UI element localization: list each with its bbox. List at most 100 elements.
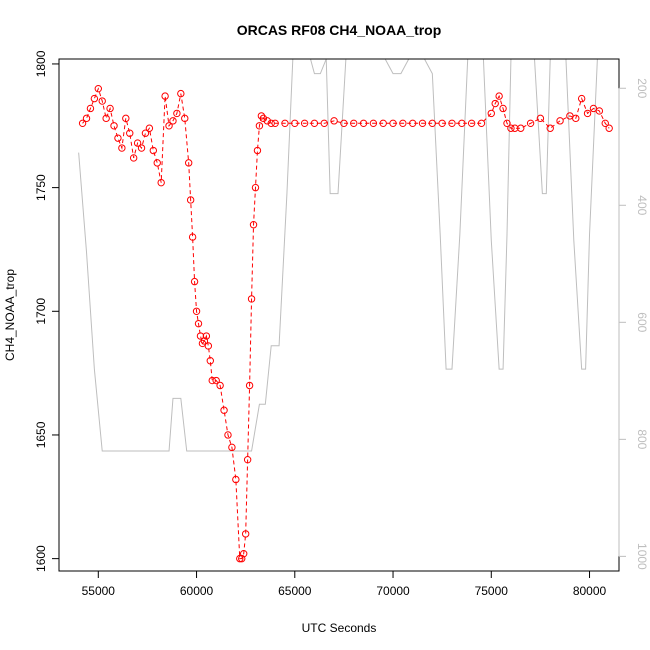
data-point — [281, 119, 289, 128]
data-point — [177, 89, 185, 98]
data-point — [200, 337, 209, 345]
data-point — [583, 109, 592, 118]
data-point — [173, 109, 181, 118]
data-point — [98, 97, 106, 105]
data-point — [253, 146, 262, 155]
data-point — [149, 146, 158, 155]
data-point — [212, 376, 220, 385]
data-point — [291, 119, 299, 128]
data-point — [153, 159, 161, 167]
data-point — [118, 144, 126, 152]
data-point — [487, 109, 495, 118]
data-point — [389, 119, 397, 128]
y-tick-label: 1600 — [34, 545, 48, 572]
data-point — [114, 134, 122, 142]
data-point — [202, 332, 211, 340]
data-point — [511, 124, 519, 132]
x-tick-label: 80000 — [573, 584, 607, 598]
data-point — [263, 117, 271, 125]
data-point — [300, 119, 309, 128]
data-point — [330, 117, 338, 125]
data-point — [257, 112, 266, 120]
data-point — [350, 119, 358, 128]
data-point — [129, 154, 138, 162]
data-point — [526, 119, 535, 128]
y2-tick-label: 200 — [635, 78, 649, 98]
x-tick-label: 55000 — [82, 584, 116, 598]
data-point — [503, 119, 511, 128]
data-point — [499, 104, 507, 113]
data-point — [90, 94, 99, 103]
data-point — [572, 114, 580, 123]
data-point — [399, 119, 407, 128]
y2-tick-label: 400 — [635, 195, 649, 215]
y-tick-label: 1700 — [34, 298, 48, 325]
data-point — [86, 104, 95, 113]
x-tick-label: 75000 — [475, 584, 509, 598]
data-point — [206, 357, 214, 365]
data-point — [94, 84, 102, 93]
data-point — [359, 119, 368, 128]
data-point — [102, 114, 110, 123]
data-point — [238, 554, 246, 563]
data-point — [78, 119, 87, 128]
data-point — [236, 554, 244, 563]
data-point — [408, 119, 417, 128]
data-point — [251, 183, 260, 192]
data-point — [267, 119, 275, 128]
data-point — [145, 124, 154, 132]
data-point — [186, 196, 195, 204]
y2-tick-label: 600 — [635, 312, 649, 332]
primary-series — [78, 84, 613, 563]
data-point — [188, 233, 197, 241]
data-point — [106, 104, 114, 113]
data-point — [605, 124, 613, 132]
data-point — [438, 119, 446, 128]
data-point — [165, 122, 173, 130]
primary-series-line — [82, 87, 610, 560]
data-point — [418, 119, 427, 128]
data-point — [458, 119, 466, 128]
x-tick-label: 70000 — [376, 584, 410, 598]
data-point — [491, 99, 499, 108]
data-point — [517, 124, 525, 132]
data-point — [310, 119, 319, 128]
x-tick-label: 60000 — [180, 584, 214, 598]
data-point — [495, 92, 503, 100]
data-point — [157, 178, 165, 187]
data-point — [507, 124, 515, 132]
data-point — [141, 129, 150, 137]
data-point — [243, 455, 252, 464]
data-point — [228, 443, 236, 452]
data-point — [467, 119, 476, 128]
data-point — [110, 122, 118, 130]
data-point — [241, 530, 250, 538]
data-point — [379, 119, 387, 128]
x-axis-label: UTC Seconds — [302, 621, 377, 635]
data-point — [477, 119, 486, 128]
y2-tick-label: 1000 — [635, 543, 649, 570]
y-tick-label: 1650 — [34, 421, 48, 448]
data-point — [169, 117, 177, 125]
data-point — [271, 119, 279, 128]
data-point — [126, 129, 134, 137]
data-point — [255, 122, 264, 130]
data-point — [245, 381, 254, 390]
data-point — [259, 114, 268, 123]
data-point — [192, 307, 201, 315]
data-point — [240, 549, 248, 558]
data-point — [220, 406, 228, 414]
data-point — [204, 342, 213, 350]
data-point — [224, 431, 232, 439]
data-point — [190, 277, 199, 286]
data-point — [208, 376, 216, 385]
chart-title: ORCAS RF08 CH4_NOAA_trop — [237, 22, 442, 38]
data-point — [133, 139, 142, 147]
y2-tick-label: 800 — [635, 429, 649, 449]
data-point — [122, 114, 130, 123]
data-point — [232, 475, 240, 484]
data-point — [340, 119, 348, 128]
data-point — [249, 221, 258, 229]
